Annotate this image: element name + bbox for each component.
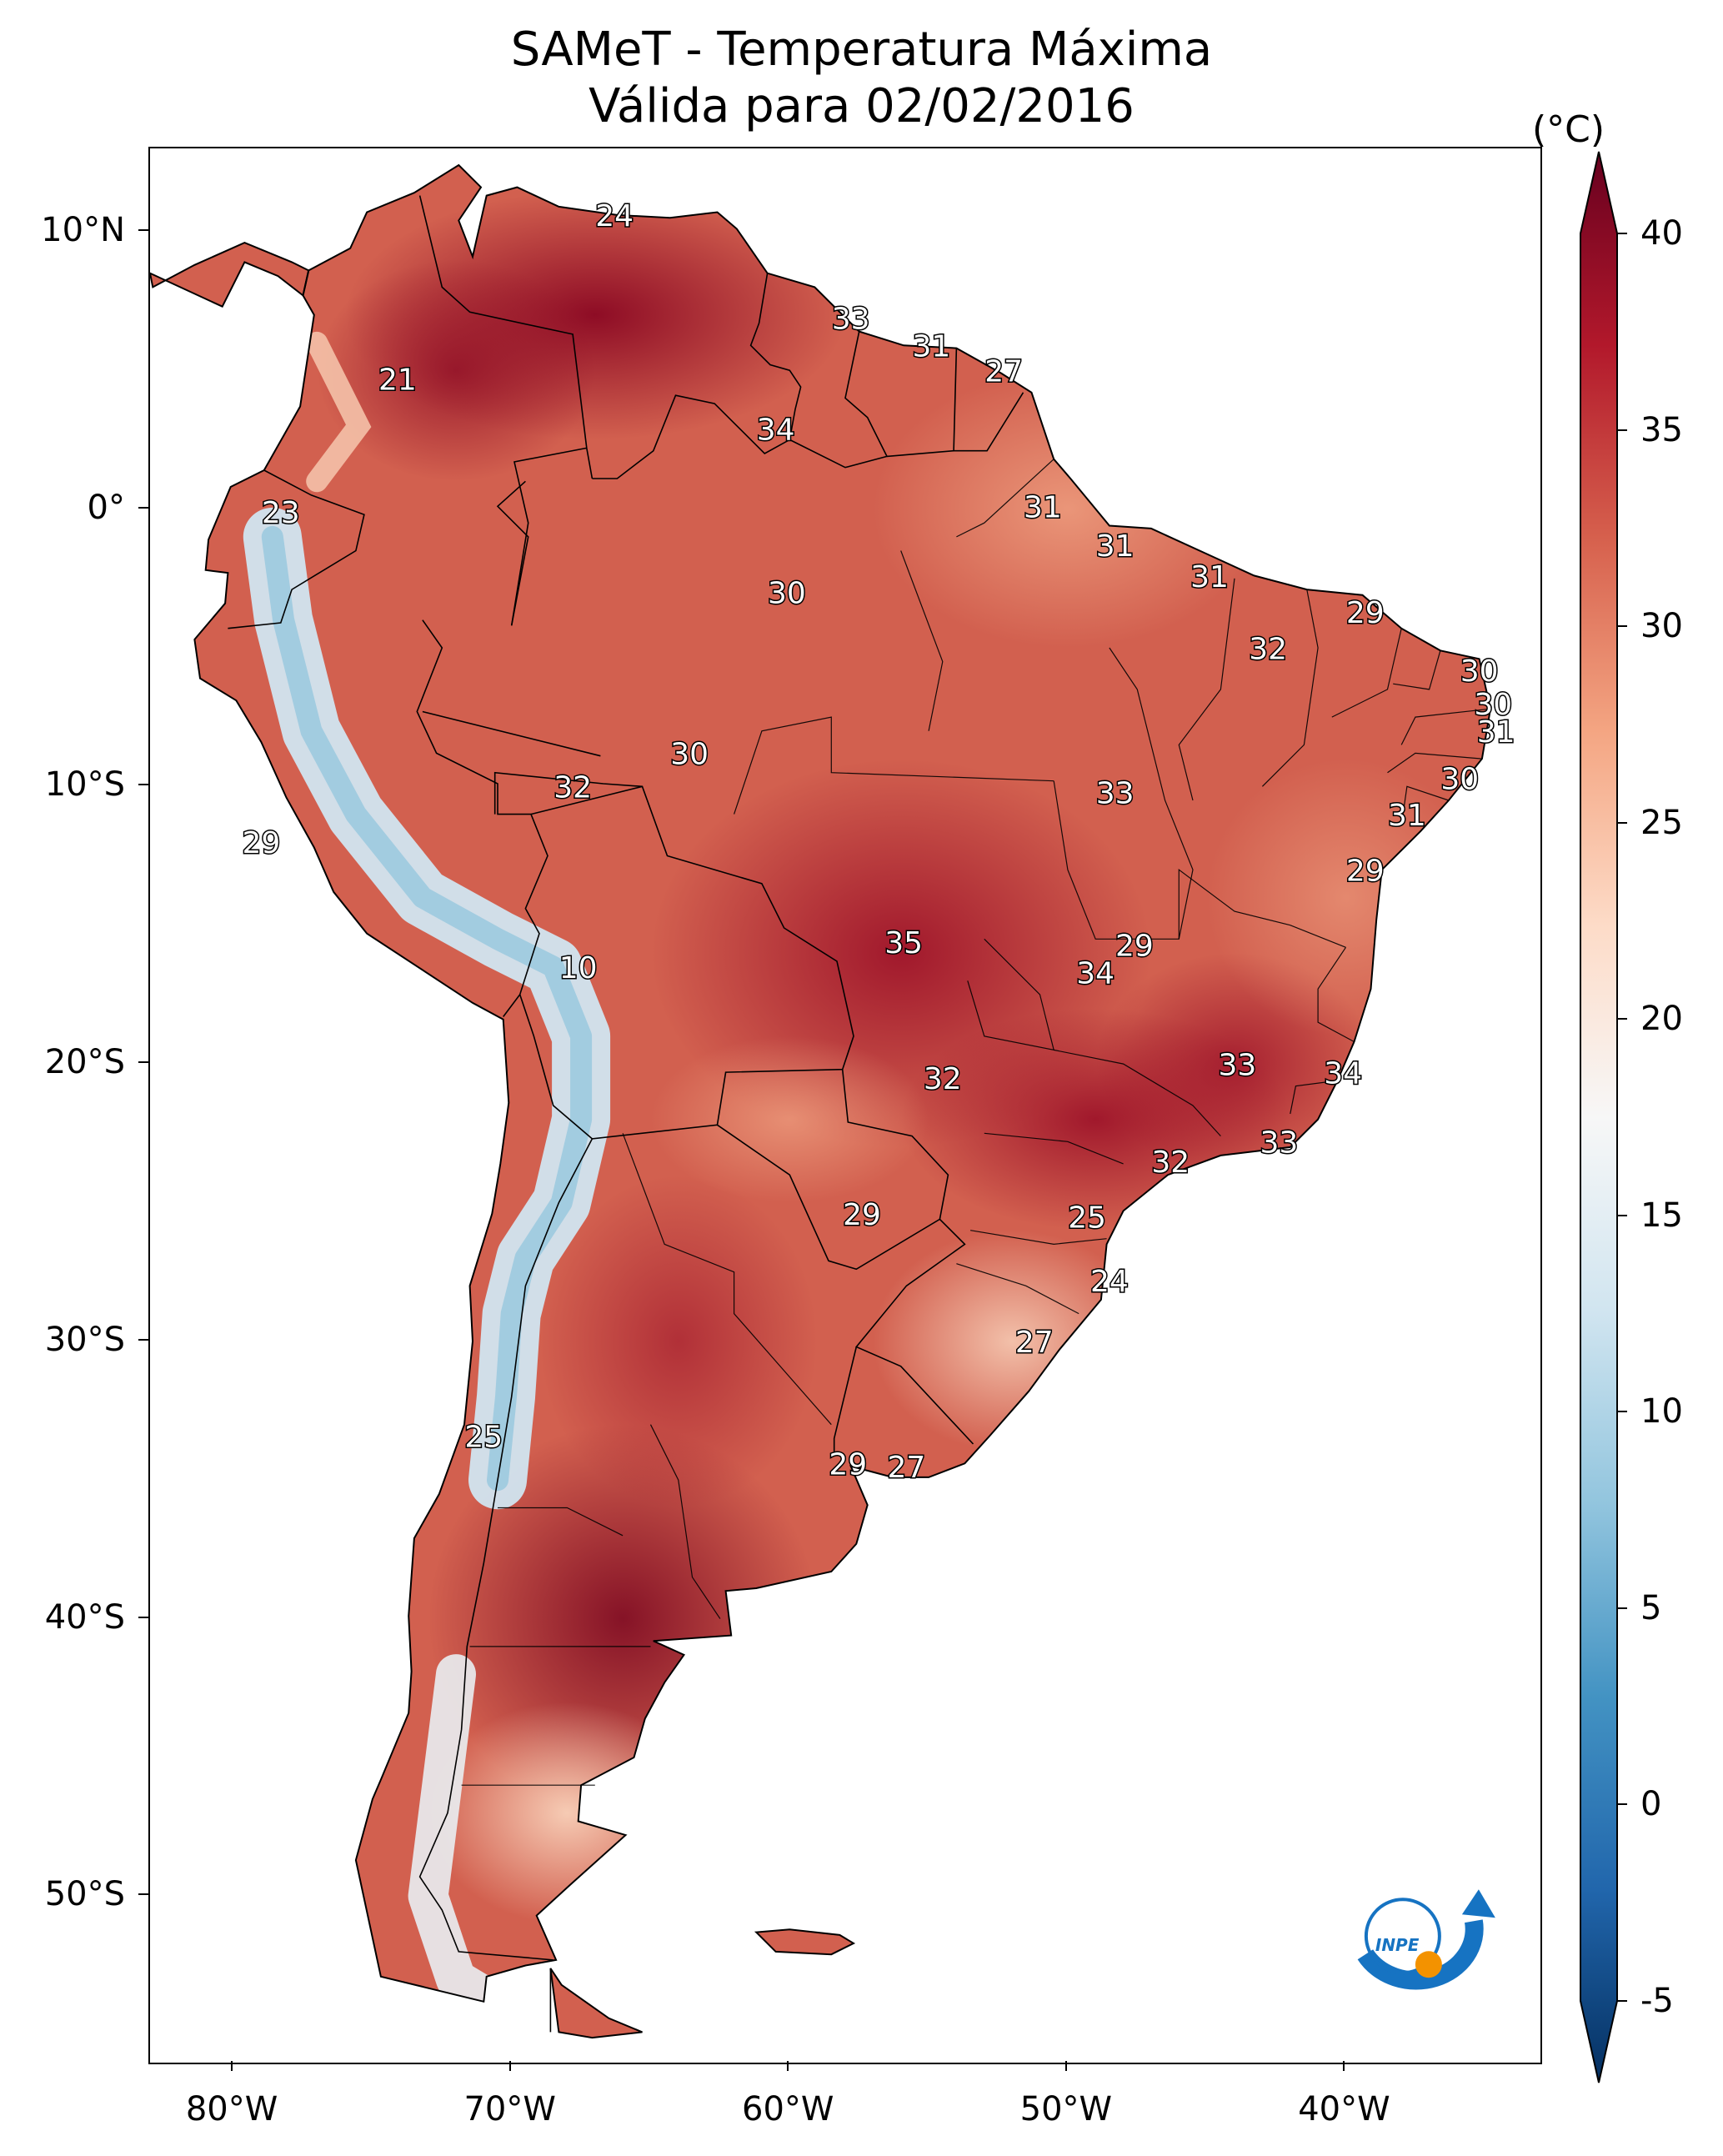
contour-label: 24 [595,199,634,233]
colorbar-tick-label: 25 [1640,803,1683,842]
contour-label: 29 [1346,855,1385,889]
lat-tick-label: 30°S [44,1320,125,1359]
logo-text: INPE [1375,1935,1420,1955]
contour-label: 31 [1190,560,1229,594]
contour-label: 31 [1477,715,1515,750]
lon-tick-label: 40°W [1298,2090,1390,2128]
contour-label: 30 [670,738,709,772]
contour-label: 30 [1440,763,1479,797]
colorbar-gradient [1580,151,1618,2083]
colorbar-tick-mark [1617,625,1627,628]
lat-tick-mark [138,1616,148,1618]
colorbar-tick-mark [1617,233,1627,234]
lat-tick-mark [138,228,148,231]
contour-label: 33 [1260,1126,1298,1161]
colorbar-tick-mark [1617,2000,1627,2002]
country-state-borders [228,195,1491,2033]
contour-label: 32 [553,771,592,805]
contour-label: 34 [757,413,795,447]
contour-label: 29 [829,1448,867,1482]
lon-tick-mark [231,2061,233,2071]
colorbar-tick-label: -5 [1640,1982,1674,2020]
contour-label: 29 [843,1198,881,1232]
colorbar-tick-mark [1617,1803,1627,1806]
lat-tick-mark [138,1893,148,1896]
lon-tick-mark [1064,2061,1067,2071]
lat-tick-label: 10°S [44,765,125,805]
lat-tick-label: 0° [87,488,125,527]
colorbar-tick-label: 35 [1640,410,1683,449]
inpe-logo: INPE [1357,1889,1495,1990]
contour-label: 27 [1015,1326,1054,1360]
contour-label: 23 [262,496,300,530]
contour-label: 32 [924,1062,962,1096]
lat-tick-mark [138,1338,148,1341]
lat-tick-mark [138,1061,148,1064]
contour-label: 27 [984,355,1023,389]
contour-label: 27 [887,1451,925,1485]
lon-tick-label: 70°W [463,2090,556,2128]
map-panel: 24 21 23 33 31 27 34 31 31 30 31 29 32 30 30 31 30 30 32 33… [148,147,1542,2064]
contour-label: 34 [1076,957,1114,991]
contour-label: 31 [912,330,950,364]
lat-tick-label: 10°N [41,210,125,249]
land-temperature-field [150,163,1492,2039]
map-title: SAMeT - Temperatura Máxima [510,23,1213,77]
lat-tick-label: 50°S [44,1875,125,1914]
contour-label: 29 [1346,596,1385,630]
lon-tick-mark [787,2061,789,2071]
contour-label: 35 [884,926,923,960]
contour-label: 30 [768,577,806,611]
colorbar-tick-label: 30 [1640,607,1683,646]
contour-label: 25 [1068,1201,1106,1235]
colorbar-tick-label: 20 [1640,1000,1683,1039]
lon-tick-label: 80°W [185,2090,278,2128]
colorbar-tick-mark [1617,1018,1627,1020]
contour-label: 31 [1024,491,1062,525]
map-subtitle: Válida para 02/02/2016 [589,79,1134,133]
colorbar-bar [1580,151,1618,2083]
contour-label: 29 [242,826,280,860]
contour-label: 30 [1474,688,1512,722]
colorbar-tick-label: 15 [1640,1196,1683,1235]
contour-label: 24 [1090,1265,1129,1299]
contour-label: 32 [1151,1146,1190,1180]
contour-label: 31 [1096,529,1134,564]
lon-tick-label: 50°W [1019,2090,1113,2128]
colorbar-tick-label: 5 [1640,1588,1662,1627]
colorbar-tick-label: 10 [1640,1392,1683,1431]
contour-label: 30 [1460,654,1499,689]
contour-label: 21 [378,364,417,398]
contour-label: 10 [559,951,598,985]
contour-label: 33 [1096,776,1134,810]
contour-label: 25 [464,1420,503,1454]
lon-tick-mark [508,2061,511,2071]
colorbar-tick-mark [1617,1607,1627,1609]
lat-tick-mark [138,506,148,509]
contour-label: 33 [832,302,870,336]
contour-label: 32 [1249,632,1287,666]
colorbar-tick-label: 0 [1640,1785,1662,1824]
colorbar-tick-mark [1617,1411,1627,1413]
contour-label: 31 [1388,799,1426,833]
colorbar-tick-mark [1617,1214,1627,1216]
lon-tick-mark [1343,2061,1345,2071]
colorbar-tick-mark [1617,821,1627,824]
colorbar-unit: (°C) [1532,108,1605,151]
colorbar-tick-label: 40 [1640,214,1683,253]
lat-tick-mark [138,784,148,786]
contour-label: 34 [1324,1056,1362,1091]
contour-label: 29 [1115,929,1154,963]
lon-tick-label: 60°W [742,2090,834,2128]
lat-tick-label: 20°S [44,1043,125,1082]
lat-tick-label: 40°S [44,1597,125,1637]
contour-label: 33 [1218,1048,1256,1082]
colorbar-tick-mark [1617,429,1627,431]
